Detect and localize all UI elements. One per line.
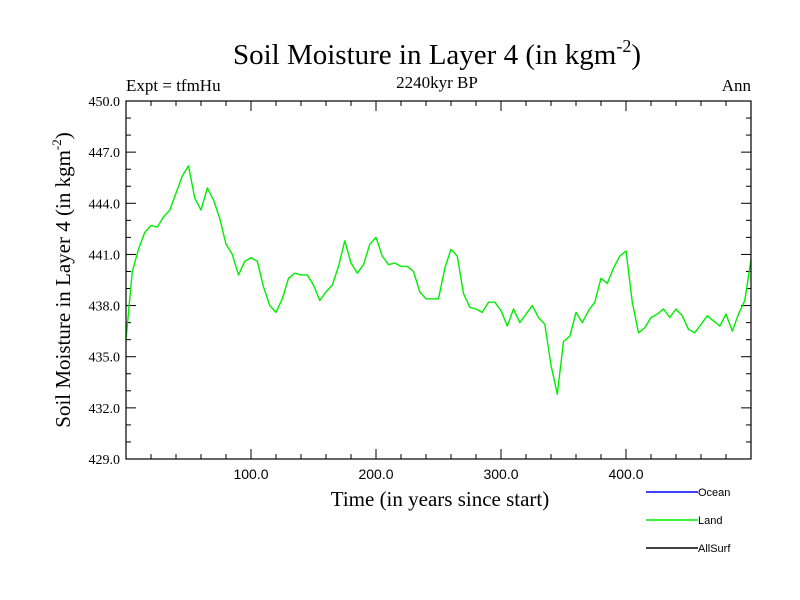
- legend: Ocean Land AllSurf: [646, 487, 731, 555]
- axis-ticks: 100.0 200.0 300.0 400.0 429.0 432.0 435.0 438.0…: [89, 95, 751, 482]
- y-axis-label-superscript: -2: [49, 139, 64, 150]
- legend-label-allsurf: AllSurf: [698, 543, 731, 555]
- y-tick-label: 432.0: [89, 402, 121, 417]
- series-line-land: [125, 165, 752, 395]
- experiment-label: Expt = tfmHu: [126, 76, 221, 95]
- y-tick-label: 429.0: [89, 453, 121, 468]
- y-tick-label: 447.0: [89, 146, 121, 161]
- chart-title: Soil Moisture in Layer 4 (in kgm-2): [233, 36, 641, 71]
- y-tick-label: 438.0: [89, 300, 121, 315]
- y-axis-label: Soil Moisture in Layer 4 (in kgm-2): [49, 132, 75, 427]
- y-axis-label-close: ): [51, 132, 75, 139]
- x-tick-label: 100.0: [233, 466, 268, 482]
- y-tick-label: 444.0: [89, 197, 121, 212]
- plot-frame: [125, 100, 752, 460]
- x-tick-label: 200.0: [358, 466, 393, 482]
- data-series: [125, 165, 752, 395]
- x-tick-label: 300.0: [483, 466, 518, 482]
- chart-title-close: ): [631, 39, 641, 71]
- y-tick-label: 435.0: [89, 351, 121, 366]
- subtitle-label: 2240kyr BP: [396, 73, 478, 92]
- x-axis-label: Time (in years since start): [331, 487, 550, 511]
- y-tick-label: 441.0: [89, 248, 121, 263]
- y-tick-label: 450.0: [89, 95, 121, 110]
- x-tick-label: 400.0: [608, 466, 643, 482]
- chart-title-superscript: -2: [616, 36, 631, 56]
- season-label: Ann: [722, 76, 752, 95]
- legend-label-land: Land: [698, 515, 722, 527]
- legend-label-ocean: Ocean: [698, 487, 730, 499]
